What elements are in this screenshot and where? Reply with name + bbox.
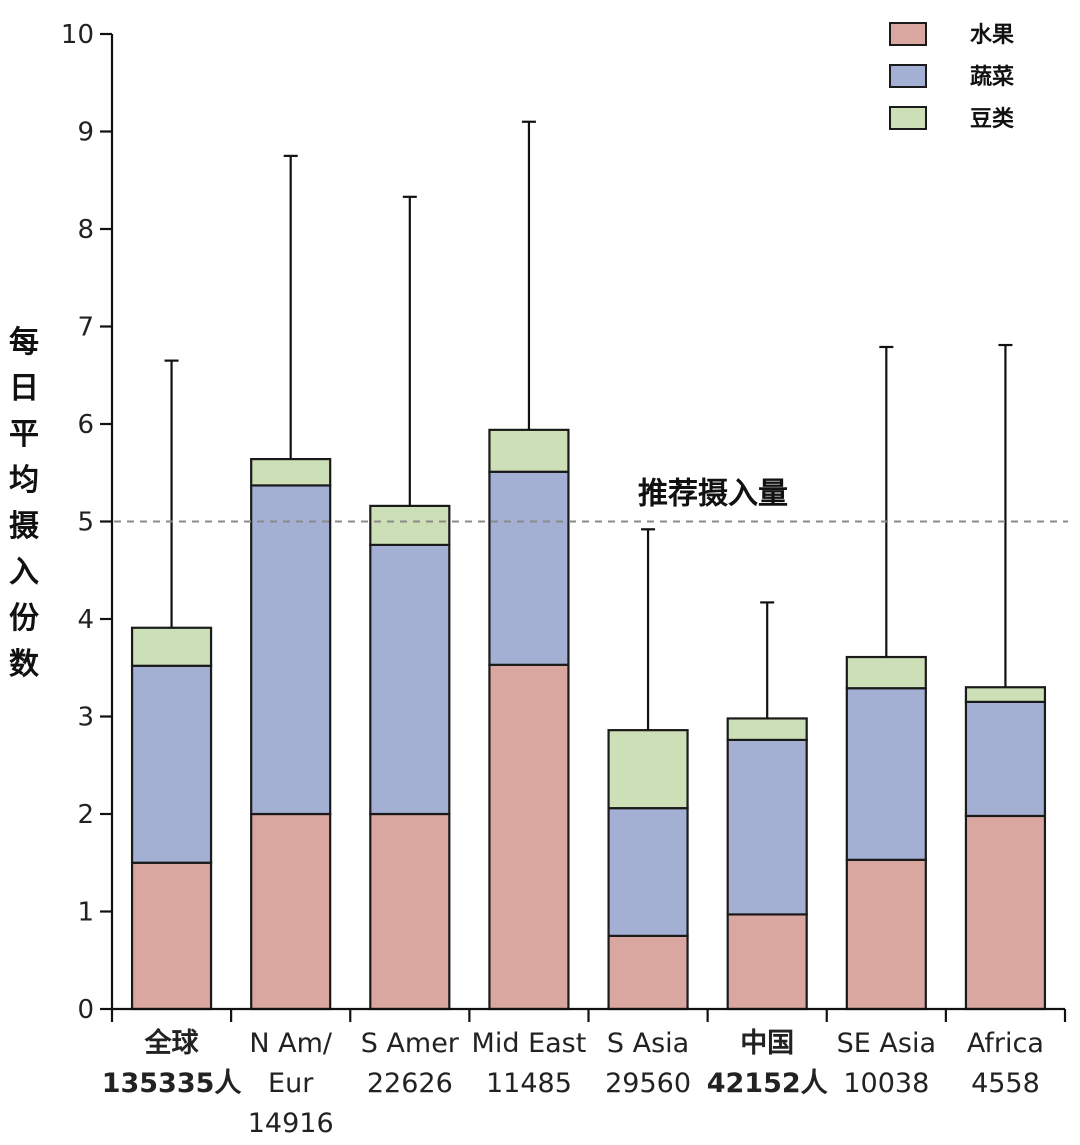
y-tick-label: 6 <box>77 410 94 440</box>
bar-segment <box>250 812 332 1011</box>
bar-segment <box>845 655 927 690</box>
bar-segment <box>369 504 451 546</box>
y-axis-label-char: 份 <box>9 601 39 636</box>
bar-segment <box>726 913 808 1011</box>
bar-segment <box>369 812 451 1011</box>
bar-segment <box>845 858 927 1011</box>
bars-layer <box>130 428 1047 1011</box>
legend-swatch <box>889 64 927 88</box>
x-category-label: Africa <box>967 1028 1044 1059</box>
x-category-label: 135335人 <box>102 1068 242 1099</box>
error-bars-layer <box>164 120 1013 731</box>
y-axis-label-char: 平 <box>9 417 39 452</box>
x-category-label: Eur <box>268 1068 314 1099</box>
bar-segment <box>369 543 451 816</box>
y-tick-label: 9 <box>77 118 94 148</box>
bar-segment <box>250 484 332 816</box>
y-axis-label-char: 数 <box>9 647 40 682</box>
bar-segment <box>964 814 1047 1011</box>
y-axis-label-char: 日 <box>9 371 39 406</box>
reference-line-label: 推荐摄入量 <box>638 477 788 512</box>
bar-segment <box>607 729 689 810</box>
bar-segment <box>488 663 570 1011</box>
bar-segment <box>964 700 1047 818</box>
y-tick-label: 7 <box>77 313 94 343</box>
legend-swatch <box>889 22 927 46</box>
x-category-label: 11485 <box>486 1068 572 1099</box>
x-category-label: 10038 <box>843 1068 929 1099</box>
bar-segment <box>607 934 689 1011</box>
y-tick-label: 4 <box>77 605 94 635</box>
x-category-label: 14916 <box>248 1108 334 1139</box>
x-category-label: S Amer <box>361 1028 460 1059</box>
legend-label: 蔬菜 <box>970 65 1014 90</box>
x-category-label: 全球 <box>144 1027 200 1059</box>
x-category-label: 29560 <box>605 1068 691 1099</box>
legend-label: 水果 <box>970 23 1014 48</box>
y-tick-label: 0 <box>77 995 94 1025</box>
bar-segment <box>130 626 213 667</box>
bar-segment <box>250 458 332 487</box>
x-category-label: 4558 <box>971 1068 1040 1099</box>
y-axis-label-char: 入 <box>9 555 39 590</box>
x-category-label: S Asia <box>607 1028 689 1059</box>
legend-swatch <box>889 106 927 130</box>
y-tick-label: 3 <box>77 703 94 733</box>
bar-segment <box>726 738 808 916</box>
bar-segment <box>607 807 689 937</box>
x-category-label: 22626 <box>367 1068 453 1099</box>
x-category-label: 中国 <box>740 1028 794 1059</box>
x-category-label: N Am/ <box>249 1028 333 1059</box>
y-tick-label: 5 <box>77 508 94 538</box>
y-tick-label: 10 <box>61 20 94 50</box>
y-tick-label: 1 <box>77 898 94 928</box>
y-axis-label-char: 摄 <box>9 509 39 544</box>
y-axis-label-char: 每 <box>9 325 39 360</box>
bar-segment <box>130 861 213 1011</box>
y-tick-label: 8 <box>77 215 94 245</box>
x-category-label: SE Asia <box>837 1028 936 1059</box>
bar-segment <box>845 687 927 861</box>
y-axis-label-char: 均 <box>9 463 39 498</box>
bar-segment <box>488 428 570 473</box>
x-category-label: 42152人 <box>707 1068 828 1099</box>
x-category-label: Mid East <box>472 1028 587 1059</box>
bar-segment <box>964 686 1047 703</box>
bar-segment <box>130 664 213 864</box>
bar-segment <box>488 470 570 666</box>
bar-segment <box>726 717 808 742</box>
legend-label: 豆类 <box>970 107 1015 132</box>
y-tick-label: 2 <box>77 800 94 830</box>
